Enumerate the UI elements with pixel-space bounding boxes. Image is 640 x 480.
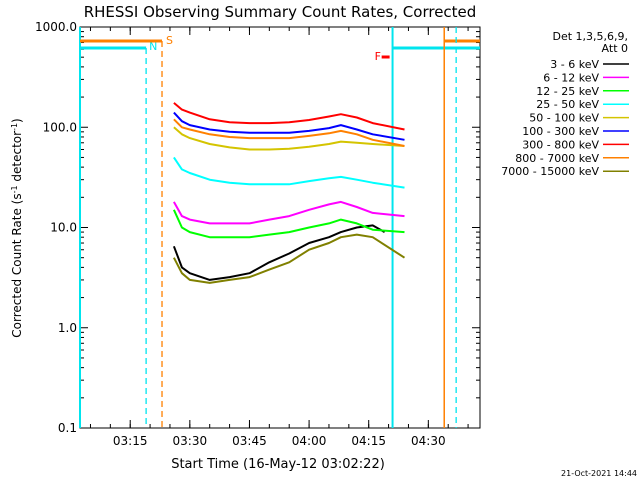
legend-header-0: Det 1,3,5,6,9, bbox=[552, 30, 628, 43]
saa-flag: S bbox=[166, 34, 173, 47]
x-tick-label: 03:45 bbox=[232, 434, 267, 448]
night-flag: N bbox=[149, 40, 157, 53]
y-axis-label-mid: detector bbox=[10, 131, 24, 186]
y-axis-label: Corrected Count Rate (s-1 detector-1) bbox=[10, 118, 25, 337]
x-tick-label: 03:15 bbox=[113, 434, 148, 448]
y-tick-label: 100.0 bbox=[43, 120, 77, 134]
legend-label-8: 7000 - 15000 keV bbox=[501, 165, 599, 178]
series-line-0 bbox=[172, 224, 386, 281]
legend-header-1: Att 0 bbox=[602, 42, 628, 55]
y-axis-label-end: ) bbox=[10, 118, 24, 123]
y-tick-label: 1.0 bbox=[58, 321, 77, 335]
series-line-8 bbox=[173, 233, 406, 284]
y-axis-label-sup1: -1 bbox=[10, 185, 19, 193]
timestamp: 21-Oct-2021 14:44 bbox=[561, 469, 637, 478]
chart-title: RHESSI Observing Summary Count Rates, Co… bbox=[84, 3, 477, 21]
legend-label-1: 6 - 12 keV bbox=[543, 71, 599, 84]
series-line-2 bbox=[172, 209, 405, 239]
legend-label-0: 3 - 6 keV bbox=[550, 58, 599, 71]
x-tick-label: 04:30 bbox=[411, 434, 446, 448]
legend-label-7: 800 - 7000 keV bbox=[515, 152, 599, 165]
y-axis-label-main: Corrected Count Rate (s bbox=[10, 193, 24, 337]
flare-flag: F bbox=[375, 50, 381, 63]
series-line-1 bbox=[173, 200, 405, 225]
series-line-4 bbox=[173, 126, 405, 151]
y-tick-label: 1000.0 bbox=[35, 20, 77, 34]
y-axis-label-sup2: -1 bbox=[10, 123, 19, 131]
x-tick-label: 04:15 bbox=[351, 434, 386, 448]
legend-label-5: 100 - 300 keV bbox=[522, 125, 599, 138]
x-tick-label: 04:00 bbox=[292, 434, 327, 448]
legend-label-3: 25 - 50 keV bbox=[536, 98, 599, 111]
x-tick-label: 03:30 bbox=[173, 434, 208, 448]
series-line-6 bbox=[173, 102, 405, 131]
x-axis-label: Start Time (16-May-12 03:02:22) bbox=[171, 457, 385, 472]
y-tick-label: 0.1 bbox=[58, 421, 77, 435]
legend-label-2: 12 - 25 keV bbox=[536, 85, 599, 98]
y-tick-label: 10.0 bbox=[50, 221, 77, 235]
series-line-3 bbox=[173, 156, 405, 189]
series-line-7 bbox=[173, 118, 405, 147]
legend-label-6: 300 - 800 keV bbox=[522, 138, 599, 151]
series-line-5 bbox=[173, 111, 405, 141]
plot-frame bbox=[79, 26, 481, 429]
legend-label-4: 50 - 100 keV bbox=[529, 112, 599, 125]
